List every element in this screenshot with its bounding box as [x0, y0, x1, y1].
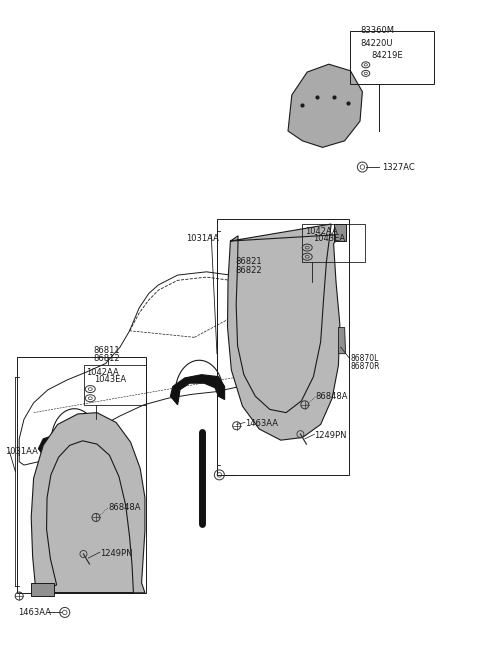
Text: 84219E: 84219E [371, 51, 403, 60]
Polygon shape [288, 64, 362, 147]
Text: 86870L: 86870L [350, 354, 379, 363]
Polygon shape [31, 413, 145, 593]
Bar [84, 365, 146, 405]
Text: 1249PN: 1249PN [100, 549, 132, 558]
Polygon shape [338, 328, 346, 354]
Text: 1463AA: 1463AA [245, 419, 278, 428]
Text: 1031AA: 1031AA [186, 234, 219, 244]
Polygon shape [228, 224, 341, 440]
Polygon shape [170, 375, 225, 405]
Bar [302, 224, 365, 262]
Text: 1042AA: 1042AA [305, 227, 337, 236]
Text: 1043EA: 1043EA [95, 375, 127, 384]
Text: 86822: 86822 [235, 266, 262, 275]
Text: 1031AA: 1031AA [5, 447, 37, 457]
Text: 1249PN: 1249PN [314, 431, 347, 440]
Polygon shape [31, 583, 54, 596]
Text: 86811: 86811 [94, 346, 120, 355]
Polygon shape [38, 432, 101, 458]
Text: 83360M: 83360M [360, 26, 394, 35]
Text: 1327AC: 1327AC [382, 162, 414, 172]
Bar [17, 357, 146, 593]
Text: 1463AA: 1463AA [18, 608, 51, 617]
Text: 84220U: 84220U [360, 39, 393, 48]
Text: 1042AA: 1042AA [86, 368, 119, 377]
Text: 86812: 86812 [94, 354, 120, 364]
Text: 86821: 86821 [235, 257, 262, 266]
Text: 1043EA: 1043EA [313, 234, 345, 243]
Bar [217, 219, 349, 475]
Polygon shape [334, 224, 346, 241]
Bar [350, 31, 434, 84]
Text: 86848A: 86848A [108, 503, 141, 512]
Text: 86848A: 86848A [316, 392, 348, 401]
Text: 86870R: 86870R [350, 362, 380, 371]
